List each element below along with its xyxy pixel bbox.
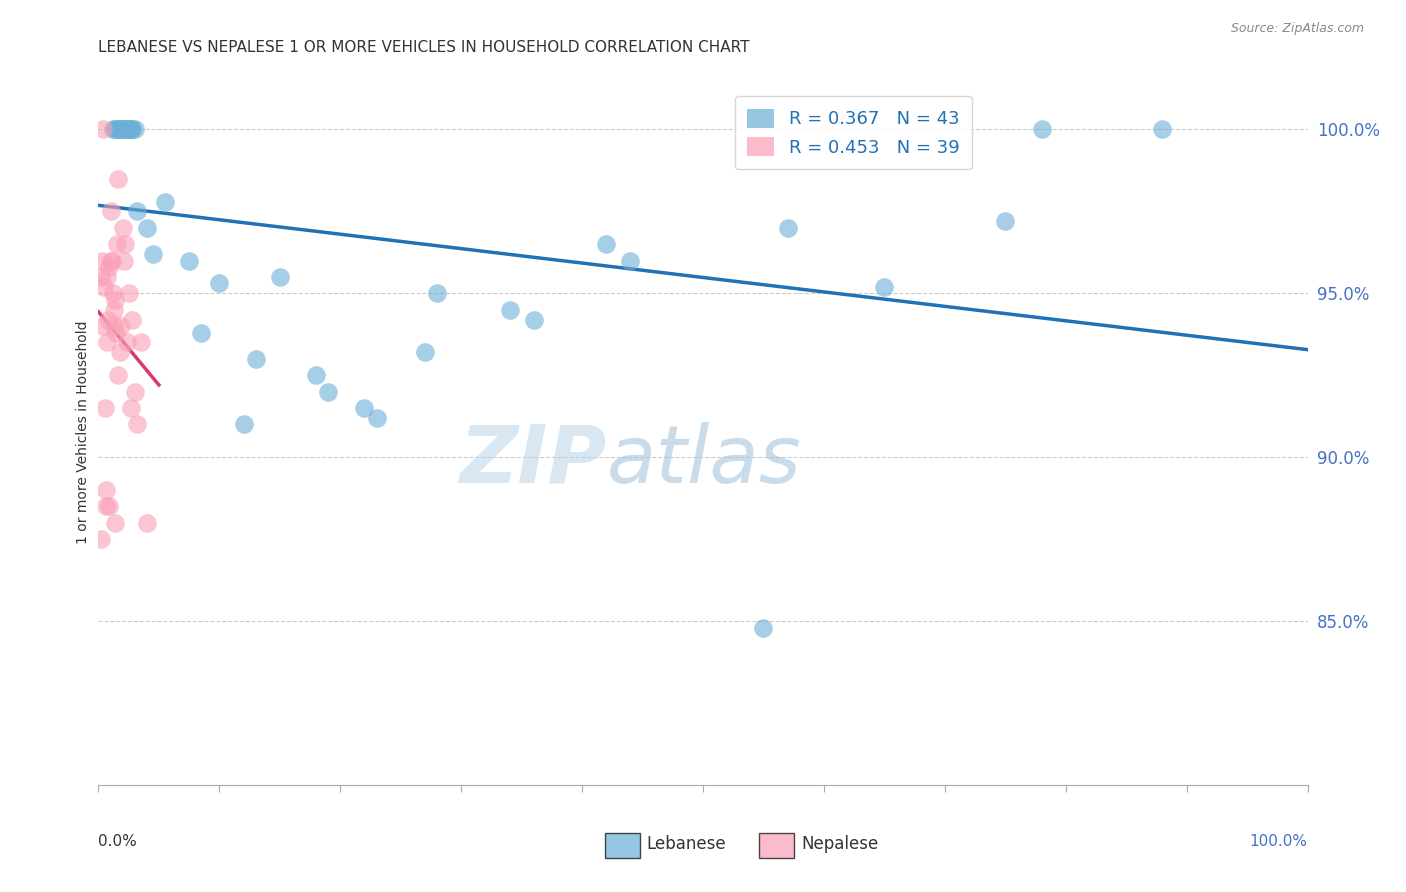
- Point: [91, 253, 114, 268]
- Point: [316, 384, 339, 399]
- Point: [353, 401, 375, 415]
- Point: [994, 214, 1017, 228]
- Point: [121, 122, 143, 136]
- Point: [108, 122, 131, 136]
- Point: [117, 335, 139, 350]
- Point: [190, 326, 212, 340]
- Text: ZIP: ZIP: [458, 422, 606, 500]
- Point: [153, 194, 176, 209]
- Point: [100, 253, 122, 268]
- Point: [124, 122, 146, 136]
- Point: [101, 122, 124, 136]
- Point: [127, 417, 149, 432]
- Point: [112, 253, 135, 268]
- Point: [96, 483, 118, 497]
- Point: [94, 401, 117, 415]
- Point: [90, 532, 112, 546]
- Point: [105, 122, 128, 136]
- Point: [523, 312, 546, 326]
- Text: 0.0%: 0.0%: [98, 834, 138, 849]
- Point: [498, 302, 520, 317]
- Point: [115, 122, 138, 136]
- Point: [208, 277, 231, 291]
- Point: [91, 122, 114, 136]
- Point: [232, 417, 254, 432]
- Point: [776, 220, 799, 235]
- Text: Source: ZipAtlas.com: Source: ZipAtlas.com: [1230, 22, 1364, 36]
- Point: [110, 122, 132, 136]
- Point: [91, 319, 114, 334]
- Point: [426, 286, 449, 301]
- Point: [366, 410, 388, 425]
- Point: [111, 220, 134, 235]
- Point: [120, 401, 142, 415]
- Point: [90, 269, 112, 284]
- Point: [111, 122, 134, 136]
- Point: [413, 345, 436, 359]
- Point: [120, 122, 142, 136]
- Point: [114, 237, 136, 252]
- Y-axis label: 1 or more Vehicles in Household: 1 or more Vehicles in Household: [76, 321, 90, 544]
- Point: [124, 384, 146, 399]
- Point: [245, 351, 267, 366]
- Point: [94, 500, 117, 514]
- Point: [121, 312, 143, 326]
- Point: [619, 253, 641, 268]
- Point: [135, 220, 157, 235]
- Point: [118, 122, 141, 136]
- Point: [103, 302, 125, 317]
- Point: [112, 122, 135, 136]
- Point: [105, 237, 128, 252]
- Point: [101, 286, 124, 301]
- Point: [104, 293, 127, 307]
- Point: [127, 204, 149, 219]
- Point: [108, 345, 131, 359]
- Point: [93, 279, 115, 293]
- Point: [269, 269, 291, 284]
- Point: [107, 171, 129, 186]
- Text: 100.0%: 100.0%: [1250, 834, 1308, 849]
- Point: [752, 621, 775, 635]
- Text: LEBANESE VS NEPALESE 1 OR MORE VEHICLES IN HOUSEHOLD CORRELATION CHART: LEBANESE VS NEPALESE 1 OR MORE VEHICLES …: [98, 40, 749, 55]
- Point: [98, 260, 121, 274]
- Point: [118, 286, 141, 301]
- Point: [104, 516, 127, 530]
- Point: [117, 122, 139, 136]
- Point: [129, 335, 152, 350]
- Point: [110, 319, 132, 334]
- Point: [103, 319, 125, 334]
- Point: [118, 122, 141, 136]
- Text: atlas: atlas: [606, 422, 801, 500]
- Point: [114, 122, 136, 136]
- Point: [305, 368, 328, 383]
- Point: [107, 122, 129, 136]
- Point: [104, 122, 127, 136]
- Legend: R = 0.367   N = 43, R = 0.453   N = 39: R = 0.367 N = 43, R = 0.453 N = 39: [734, 96, 972, 169]
- Point: [97, 500, 120, 514]
- Point: [100, 204, 122, 219]
- Text: Lebanese: Lebanese: [647, 835, 727, 853]
- Point: [595, 237, 617, 252]
- Point: [104, 326, 127, 340]
- Point: [96, 269, 118, 284]
- Point: [97, 312, 120, 326]
- Point: [107, 368, 129, 383]
- Point: [179, 253, 201, 268]
- Point: [1152, 122, 1174, 136]
- Point: [1031, 122, 1053, 136]
- Point: [142, 247, 165, 261]
- Point: [96, 335, 118, 350]
- Text: Nepalese: Nepalese: [801, 835, 879, 853]
- Point: [108, 122, 131, 136]
- Point: [135, 516, 157, 530]
- Point: [100, 253, 122, 268]
- Point: [873, 279, 896, 293]
